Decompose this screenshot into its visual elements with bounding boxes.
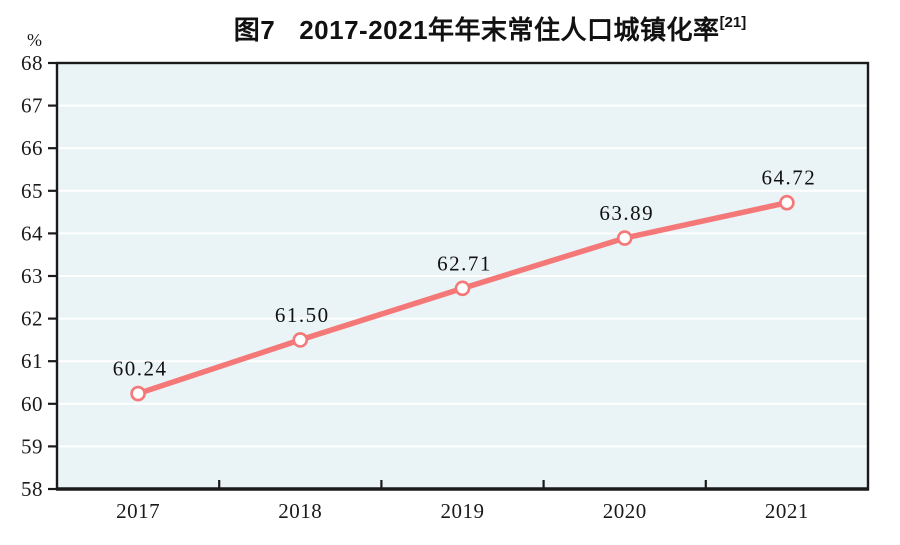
y-tick-label-67: 67 bbox=[21, 94, 43, 118]
y-tick-label-59: 59 bbox=[21, 434, 43, 458]
y-tick-label-68: 68 bbox=[21, 51, 43, 75]
y-tick-label-65: 65 bbox=[21, 179, 43, 203]
data-point-2017 bbox=[130, 385, 146, 402]
y-tick-label-62: 62 bbox=[21, 307, 43, 331]
data-label-2020: 63.89 bbox=[599, 201, 654, 225]
data-label-2017: 60.24 bbox=[113, 357, 168, 381]
data-label-2021: 64.72 bbox=[762, 166, 817, 190]
x-tick-label-2018: 2018 bbox=[278, 499, 322, 523]
x-tick-label-2017: 2017 bbox=[116, 499, 160, 523]
chart-title-footnote-ref: [21] bbox=[719, 14, 747, 32]
y-tick-label-58: 58 bbox=[21, 477, 43, 501]
y-axis-unit-label: % bbox=[27, 30, 42, 50]
y-tick-label-66: 66 bbox=[21, 136, 43, 160]
data-point-2021 bbox=[779, 194, 795, 211]
x-tick-label-2020: 2020 bbox=[603, 499, 647, 523]
chart-title-text: 2017-2021年年末常住人口城镇化率 bbox=[299, 15, 720, 45]
data-point-2019 bbox=[454, 280, 471, 297]
chart-title-figure-number: 图7 bbox=[233, 15, 276, 45]
chart-title: 图7 2017-2021年年末常住人口城镇化率[21] bbox=[90, 10, 890, 47]
x-tick-label-2019: 2019 bbox=[441, 499, 485, 523]
y-tick-label-60: 60 bbox=[21, 392, 43, 416]
x-tick-label-2021: 2021 bbox=[765, 499, 809, 523]
y-tick-label-64: 64 bbox=[21, 221, 43, 245]
data-point-2018 bbox=[292, 332, 309, 348]
y-tick-label-61: 61 bbox=[21, 349, 43, 373]
data-label-2018: 61.50 bbox=[275, 303, 330, 327]
y-tick-label-63: 63 bbox=[21, 264, 43, 288]
data-label-2019: 62.71 bbox=[437, 251, 492, 275]
data-point-2020 bbox=[616, 230, 633, 246]
